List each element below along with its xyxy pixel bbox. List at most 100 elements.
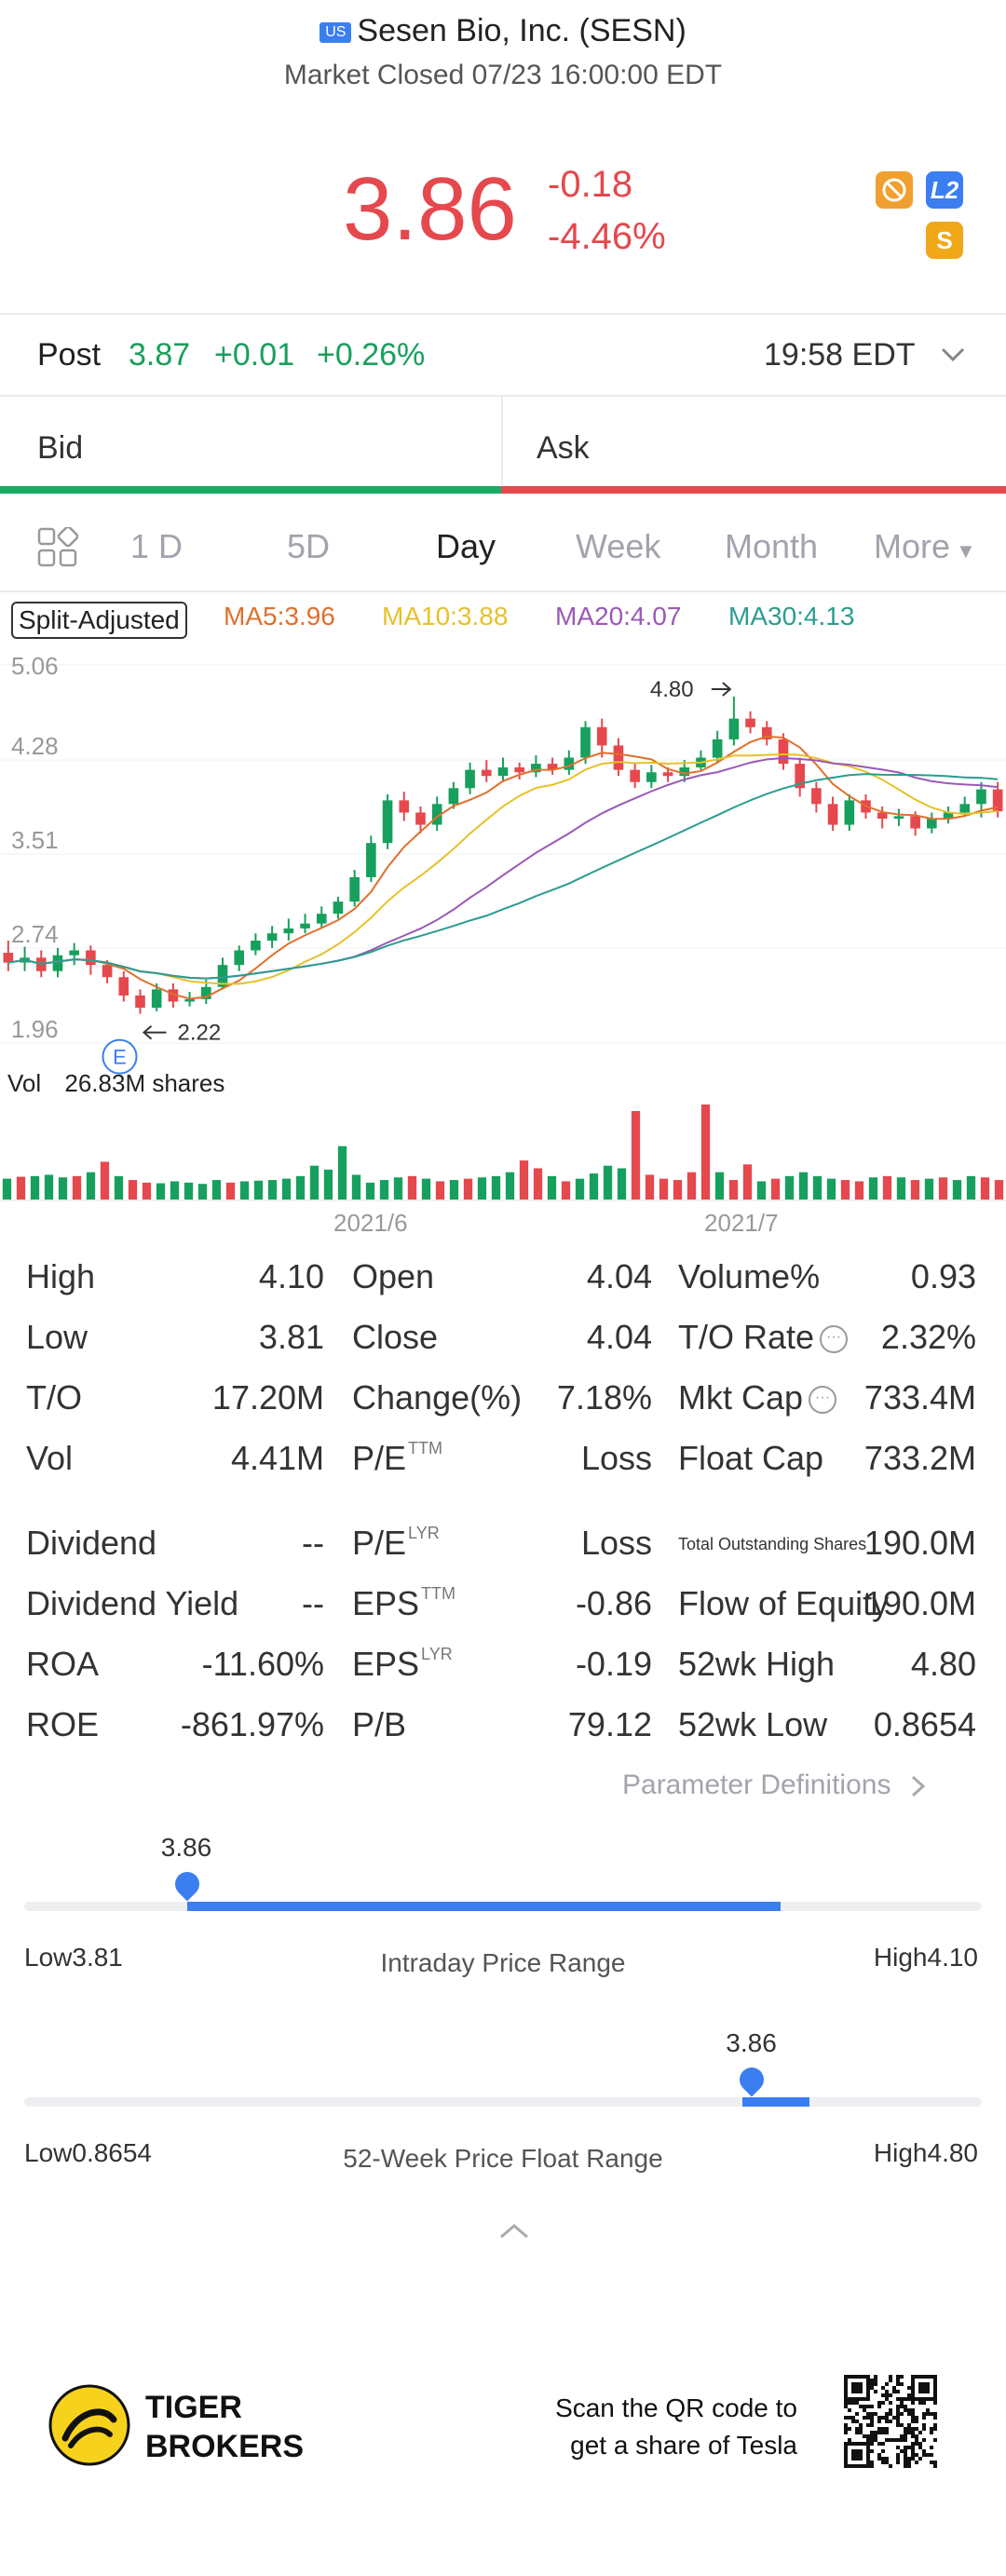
stat-label: 52wk Low (678, 1705, 828, 1743)
stat-value: 4.04 (586, 1257, 652, 1295)
qr-module (896, 2390, 900, 2393)
stat-label: P/B (352, 1705, 407, 1743)
qr-module (877, 2401, 881, 2405)
tab-week[interactable]: Week (576, 527, 661, 565)
volume-bar (631, 1110, 641, 1200)
post-change-pct: +0.26% (317, 337, 426, 373)
qr-module (915, 2427, 918, 2431)
parameter-definitions-link[interactable]: Parameter Definitions (622, 1769, 929, 1801)
tab-day[interactable]: Day (436, 527, 496, 565)
shortable-badge[interactable]: S (926, 222, 963, 259)
info-icon[interactable]: ··· (820, 1325, 849, 1354)
candle-body (497, 767, 509, 777)
parameter-definitions-label: Parameter Definitions (622, 1769, 891, 1800)
qr-module (918, 2457, 922, 2461)
candle-body (596, 726, 607, 746)
volume-bar (491, 1175, 501, 1200)
tab-month[interactable]: Month (725, 527, 819, 565)
bid-panel[interactable]: Bid (0, 397, 501, 494)
volume-chart[interactable] (0, 1097, 1006, 1209)
qr-module (881, 2449, 885, 2453)
volume-bar (505, 1172, 515, 1200)
post-market-row[interactable]: Post 3.87 +0.01 +0.26% 19:58 EDT (0, 317, 1006, 395)
info-icon[interactable]: ··· (809, 1386, 837, 1415)
volume-bar (784, 1175, 795, 1200)
volume-bar (547, 1175, 557, 1200)
qr-module (930, 2427, 933, 2431)
qr-module (870, 2449, 874, 2453)
qr-module (930, 2446, 933, 2449)
qr-module (911, 2427, 915, 2431)
no-commission-icon[interactable] (876, 171, 913, 209)
qr-module (889, 2375, 892, 2379)
qr-module (870, 2438, 874, 2442)
ask-panel[interactable]: Ask (501, 397, 1006, 494)
volume-bar (323, 1169, 333, 1200)
earnings-event-icon[interactable] (102, 1038, 138, 1075)
collapse-chevron-up-icon[interactable] (496, 2220, 533, 2243)
volume-bar (659, 1178, 669, 1200)
volume-bar (575, 1178, 585, 1200)
tab-5d[interactable]: 5D (287, 527, 331, 565)
last-price: 3.86 (343, 159, 517, 259)
footer: TIGER BROKERS Scan the QR code to get a … (0, 2347, 1006, 2515)
candle-body (3, 953, 14, 963)
volume-bar (197, 1184, 208, 1200)
week52-high: High4.80 (873, 2138, 978, 2167)
stat-value: 4.10 (258, 1257, 324, 1295)
volume-bar (714, 1172, 725, 1200)
qr-module (881, 2393, 885, 2397)
qr-module (877, 2416, 881, 2420)
candle-body (52, 955, 63, 971)
divider (0, 395, 1006, 397)
low-arrow-head (142, 1024, 153, 1040)
qr-module (915, 2453, 918, 2457)
qr-module (911, 2420, 915, 2423)
candle-body (333, 902, 344, 915)
qr-module (877, 2457, 881, 2461)
candlestick-chart[interactable]: 5.06 4.28 3.51 2.74 1.96 4.80 2.22 E (0, 643, 1006, 1080)
candle-body (630, 769, 640, 782)
candle-body (531, 764, 541, 773)
candle-body (992, 789, 1003, 812)
candle-body (844, 800, 855, 825)
qr-module (926, 2412, 930, 2416)
qr-module (855, 2431, 859, 2434)
bid-bar (0, 486, 501, 494)
volume-bar (589, 1173, 599, 1200)
qr-module (866, 2438, 870, 2442)
qr-module (874, 2390, 877, 2393)
qr-module (922, 2423, 926, 2427)
stat-label: Open (352, 1257, 435, 1295)
split-adjusted-toggle[interactable]: Split-Adjusted (11, 602, 187, 639)
layout-grid-icon[interactable] (37, 527, 78, 568)
chevron-down-icon[interactable] (939, 341, 967, 369)
level2-badge[interactable]: L2 (926, 171, 963, 209)
candle-body (431, 804, 442, 825)
volume-bar (267, 1180, 278, 1200)
tab-1d[interactable]: 1 D (130, 527, 184, 565)
candle-body (778, 739, 789, 765)
qr-module (896, 2461, 900, 2464)
candle-body (69, 950, 79, 956)
qr-module (904, 2408, 907, 2412)
stat-row: T/O 17.20M Change(%) 7.18% Mkt Cap ··· 733.4M (0, 1378, 1006, 1438)
ma30-line (7, 773, 999, 980)
volume-bar (295, 1175, 306, 1200)
qr-module (904, 2431, 907, 2434)
volume-bar (114, 1175, 124, 1200)
tab-more[interactable]: More ▼ (874, 527, 976, 566)
week52-track (24, 2097, 982, 2107)
volume-bar (882, 1175, 892, 1200)
qr-module (859, 2405, 863, 2408)
qr-module (900, 2405, 904, 2408)
candle-body (151, 989, 162, 1009)
qr-module (930, 2453, 933, 2457)
candle-body (564, 757, 575, 770)
stat-row: ROA -11.60% EPS LYR -0.19 52wk High 4.80 (0, 1645, 1006, 1704)
candle-body (168, 989, 179, 1002)
qr-module (900, 2375, 904, 2379)
qr-module (870, 2405, 874, 2408)
volume-bar (854, 1181, 864, 1200)
candle-body (349, 876, 360, 902)
